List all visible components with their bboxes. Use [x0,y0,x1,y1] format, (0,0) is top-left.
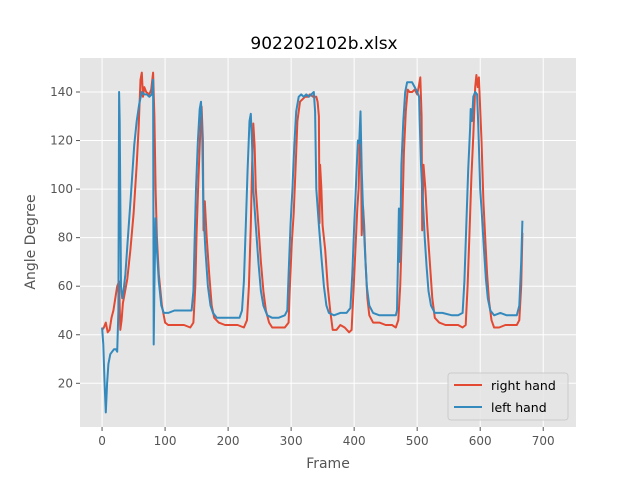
chart-title: 902202102b.xlsx [250,34,397,54]
x-tick-label: 700 [532,434,555,448]
x-tick-label: 300 [280,434,303,448]
plot-area [80,58,576,427]
y-tick-label: 40 [58,328,73,342]
x-axis-ticks: 0 100 200 300 400 500 600 700 [98,427,555,448]
x-tick-label: 200 [217,434,240,448]
y-axis-ticks: 20 40 60 80 100 120 140 [50,85,80,390]
legend-label-right-hand: right hand [491,378,556,393]
y-tick-label: 100 [50,182,73,196]
x-tick-label: 0 [98,434,106,448]
x-axis-label: Frame [306,456,350,472]
x-tick-label: 100 [154,434,177,448]
legend: right hand left hand [447,372,569,421]
y-tick-label: 120 [50,134,73,148]
legend-label-left-hand: left hand [491,400,547,415]
y-tick-label: 60 [58,279,73,293]
y-tick-label: 80 [58,231,73,245]
x-tick-label: 600 [469,434,492,448]
x-tick-label: 400 [343,434,366,448]
y-tick-label: 140 [50,85,73,99]
y-axis-label: Angle Degree [23,194,39,289]
x-tick-label: 500 [406,434,429,448]
series-line-left-hand [101,78,524,414]
series-layer [101,71,524,414]
y-tick-label: 20 [58,376,73,390]
